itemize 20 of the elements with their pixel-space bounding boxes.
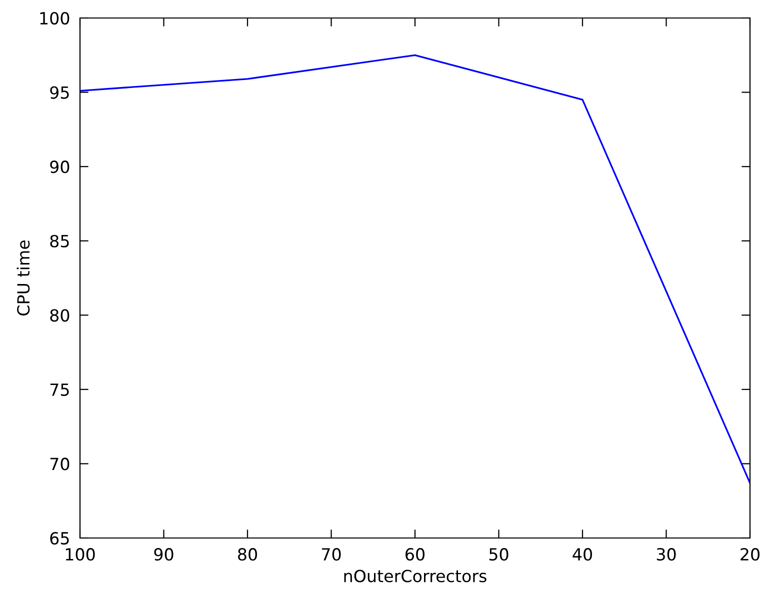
x-tick-label: 50 [489, 548, 508, 561]
y-tick-label: 85 [50, 234, 69, 248]
x-tick-label: 40 [572, 548, 592, 561]
x-tick-label: 90 [154, 548, 174, 561]
x-tick-label: 70 [322, 548, 341, 561]
y-tick-label: 95 [50, 86, 69, 99]
y-tick-label: 65 [50, 532, 69, 545]
x-tick-label: 20 [740, 548, 760, 561]
y-tick-label: 70 [50, 458, 70, 470]
line-series [80, 54, 750, 484]
y-tick-label: 100 [40, 12, 70, 25]
x-tick-label: 30 [656, 548, 676, 561]
x-tick-label: 100 [66, 548, 95, 561]
x-axis-title: nOuterCorrectors [344, 570, 486, 582]
x-tick-label: 60 [406, 548, 424, 561]
y-tick-label: 90 [50, 160, 70, 174]
y-tick-label: 75 [50, 384, 69, 396]
y-axis-title: CPU time [16, 240, 30, 316]
y-tick-label: 80 [50, 309, 70, 322]
x-tick-label: 80 [238, 548, 257, 561]
